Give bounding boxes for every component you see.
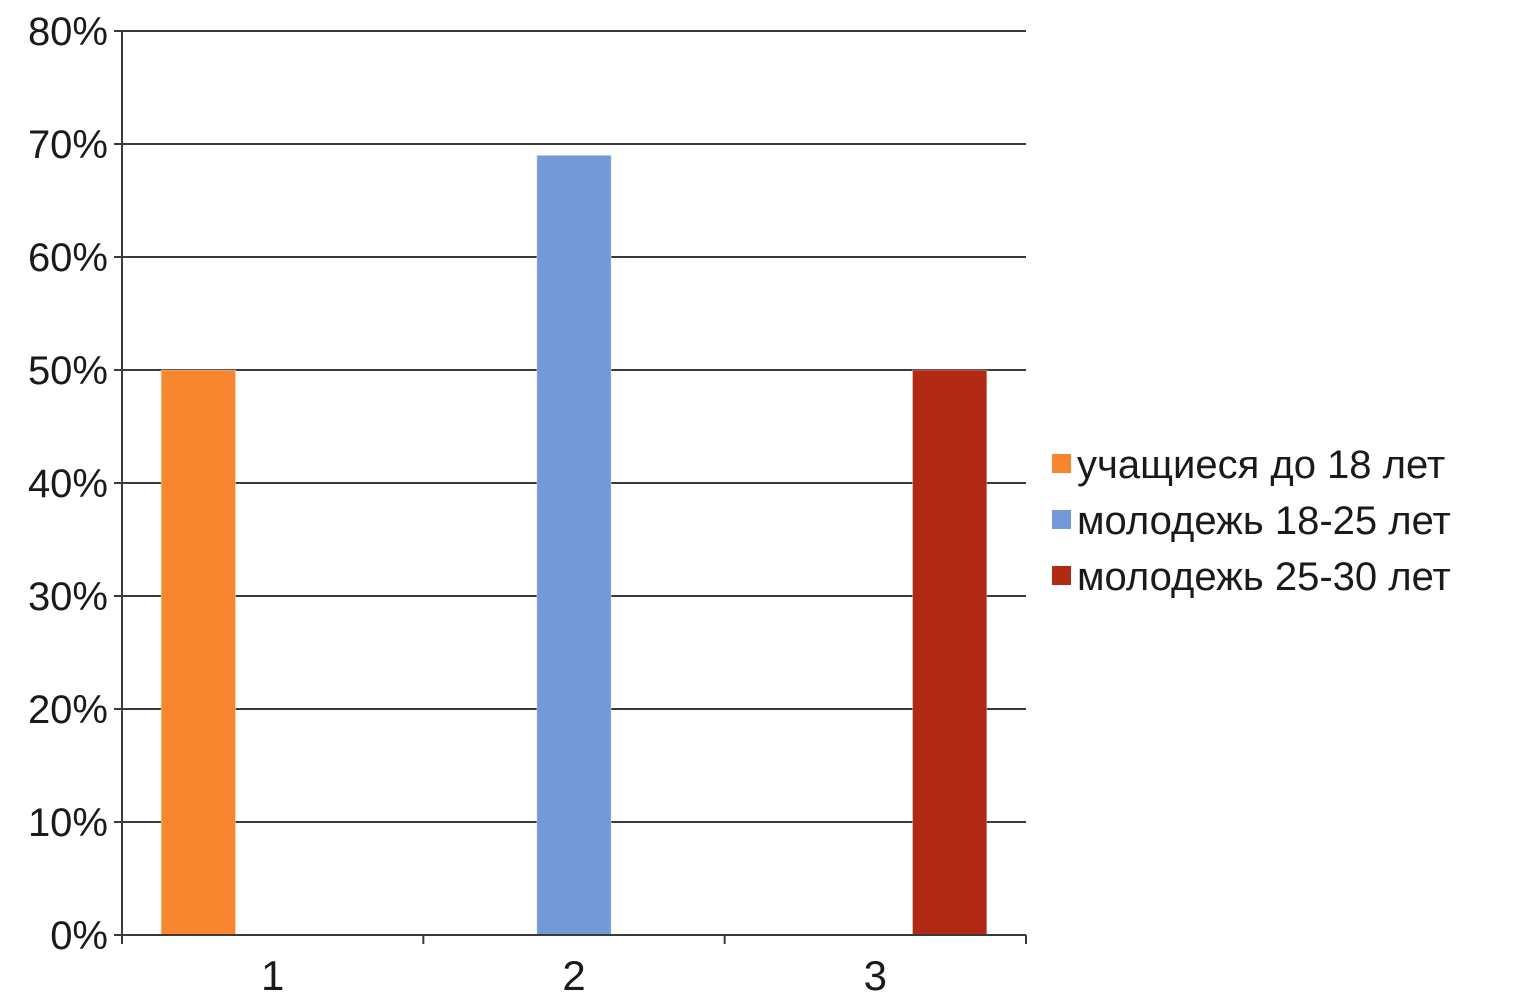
bar: [160, 369, 237, 936]
x-tick-label: 1: [261, 952, 284, 996]
axes: [114, 30, 1027, 944]
legend-label: учащиеся до 18 лет: [1077, 443, 1445, 487]
y-tick-label: 30%: [28, 575, 108, 619]
legend-swatch: [1052, 454, 1071, 473]
legend-label: молодежь 25-30 лет: [1077, 555, 1451, 599]
y-tick-label: 40%: [28, 462, 108, 506]
bar: [911, 369, 988, 936]
x-tick-label: 3: [864, 952, 887, 996]
legend-swatch: [1052, 510, 1071, 529]
y-tick-label: 0%: [50, 914, 108, 958]
x-tick-labels: 1 2 3: [261, 952, 887, 999]
y-tick-label: 60%: [28, 236, 108, 280]
y-tick-label: 80%: [28, 10, 108, 54]
y-tick-labels: 0% 10% 20% 30% 40% 50% 60% 70% 80%: [28, 10, 108, 958]
legend-swatch: [1052, 566, 1071, 585]
legend-label: молодежь 18-25 лет: [1077, 499, 1451, 543]
x-tick-label: 2: [562, 952, 585, 996]
legend: учащиеся до 18 лет молодежь 18-25 лет моло…: [1052, 443, 1451, 599]
y-tick-label: 70%: [28, 123, 108, 167]
y-tick-label: 50%: [28, 349, 108, 393]
y-tick-label: 20%: [28, 688, 108, 732]
y-tick-label: 10%: [28, 801, 108, 845]
bars: [160, 154, 988, 936]
bar: [536, 154, 612, 936]
